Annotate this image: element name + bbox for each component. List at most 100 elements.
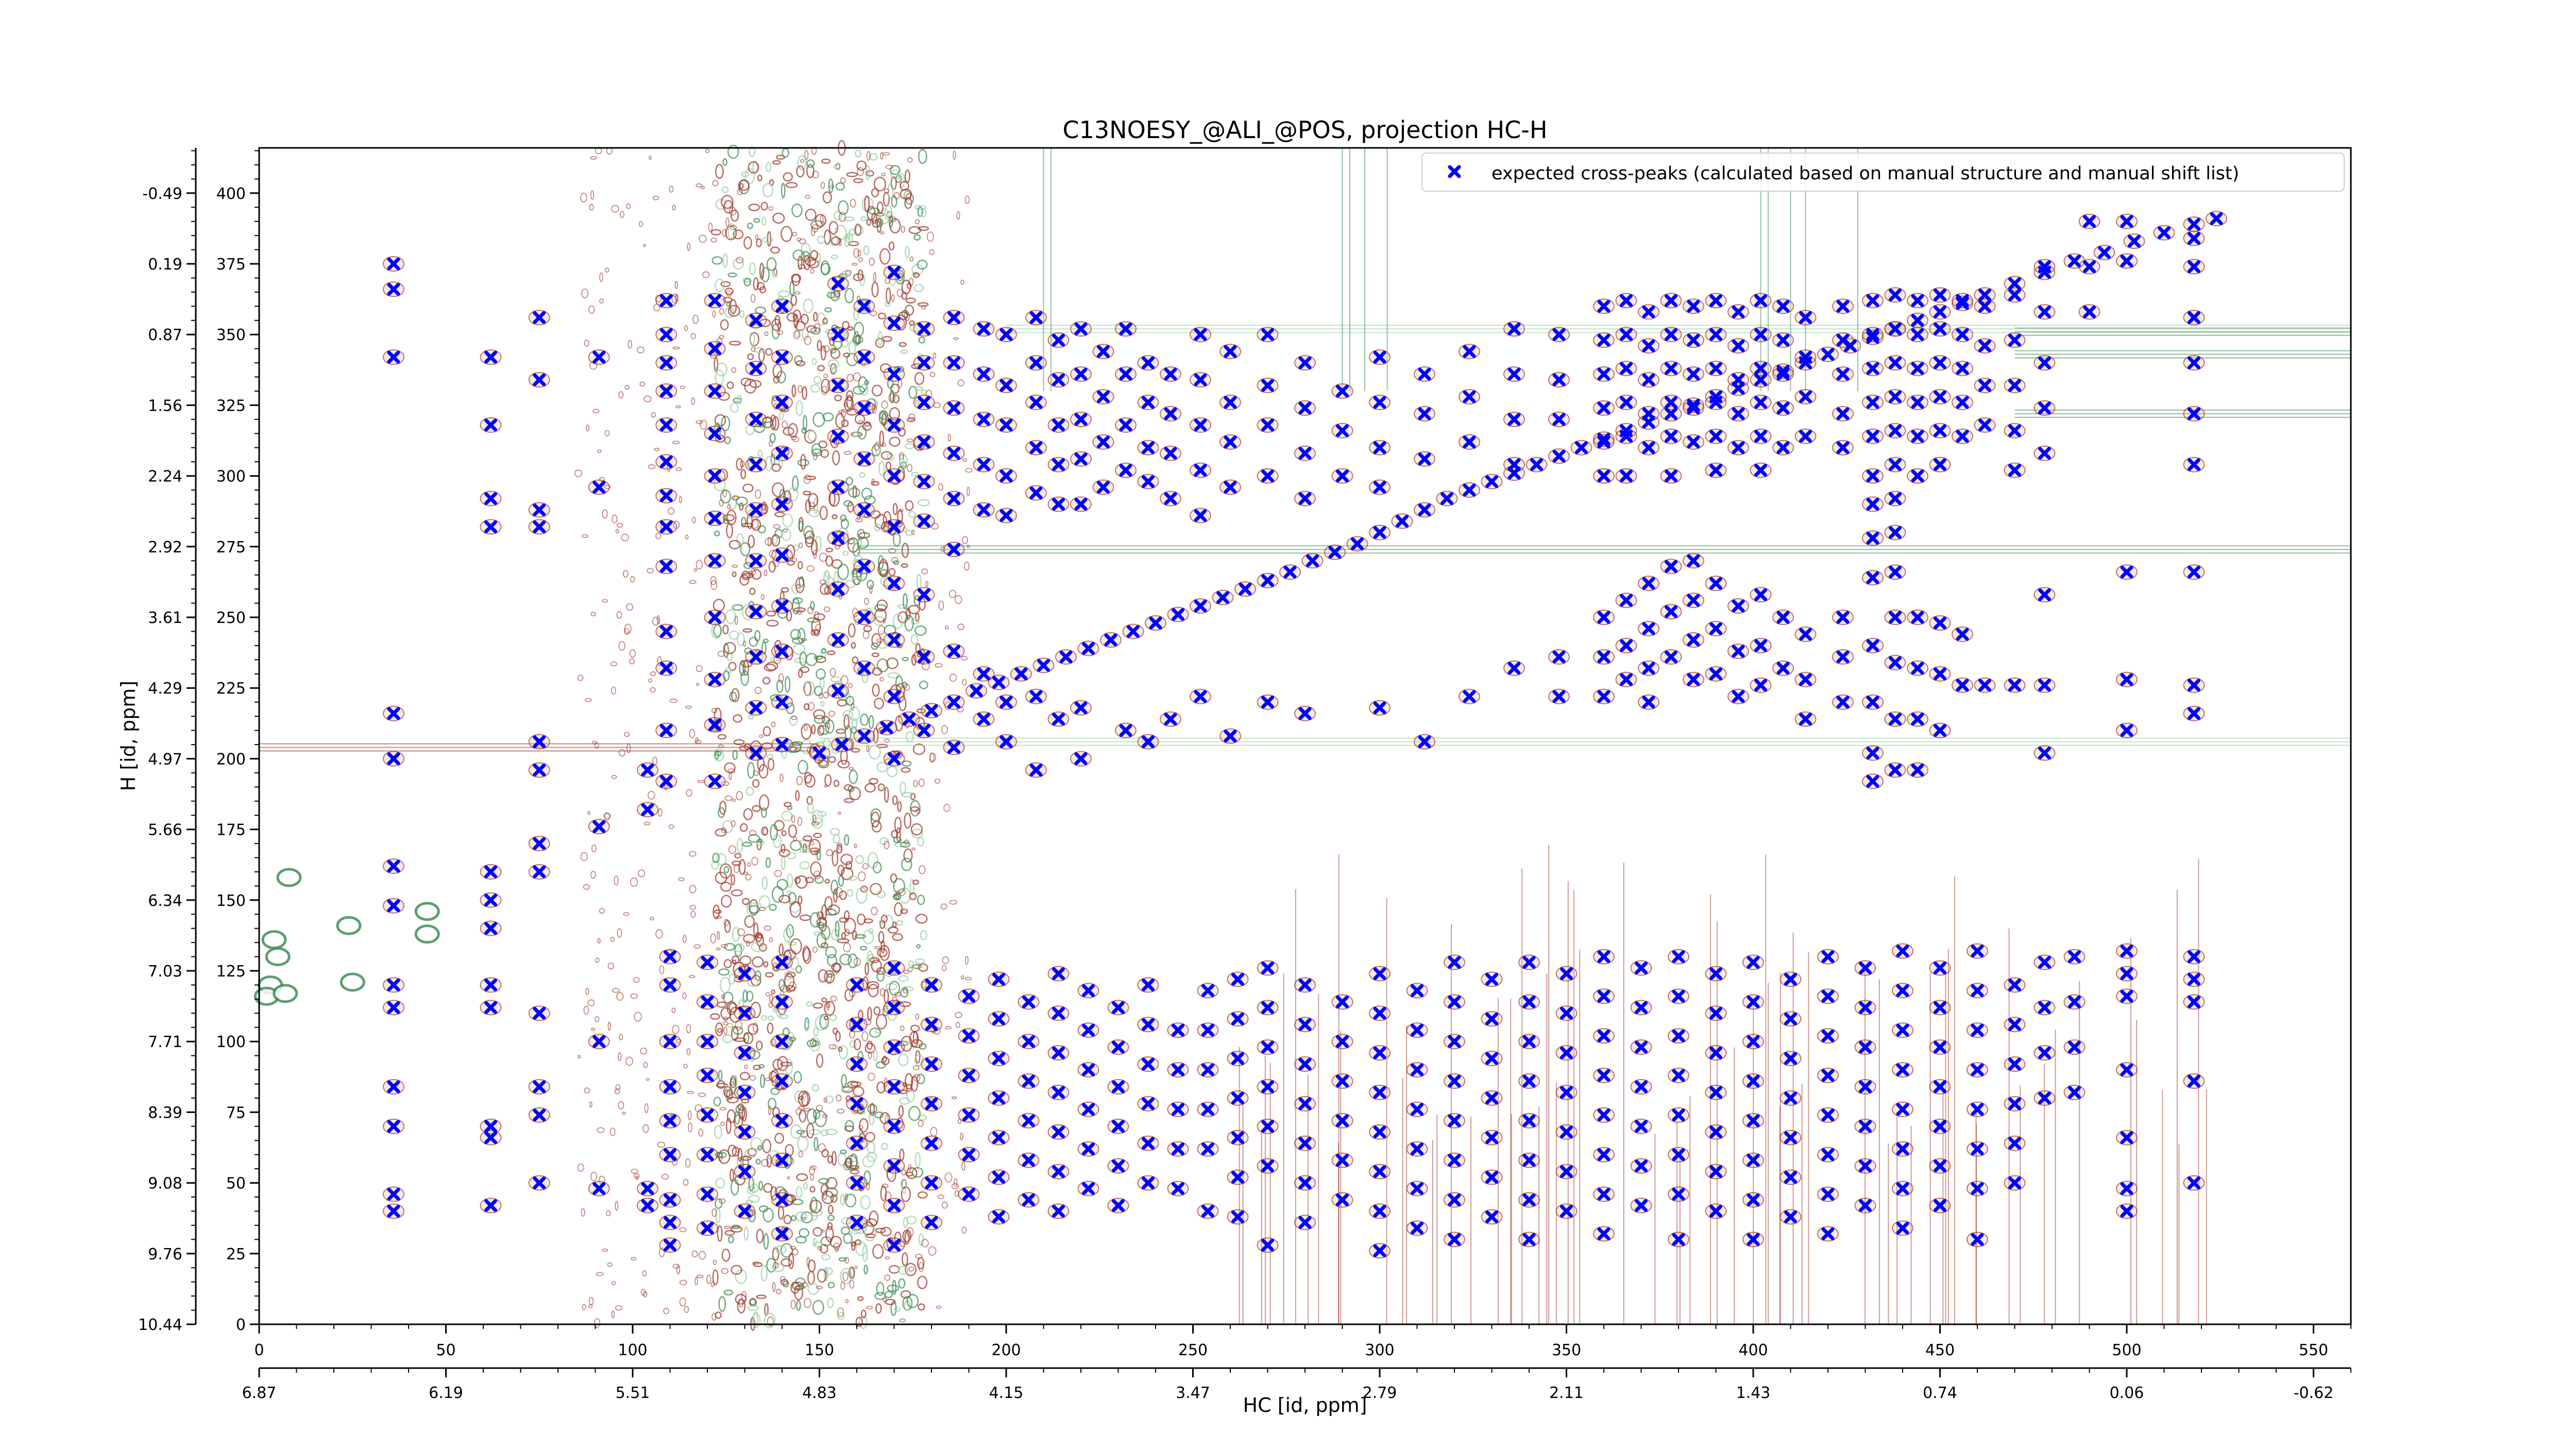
- contour: [900, 1025, 905, 1031]
- cross-peak-point: [387, 350, 400, 364]
- contour: [778, 979, 785, 991]
- contour: [918, 148, 927, 164]
- contour: [770, 824, 778, 841]
- cross-peak-point: [977, 322, 990, 335]
- cross-peak-point: [2210, 212, 2223, 225]
- contour: [728, 1002, 738, 1013]
- contour: [880, 915, 888, 923]
- contour: [719, 308, 724, 315]
- contour: [766, 661, 778, 671]
- cross-peak-marker: [1956, 362, 1969, 375]
- contour: [715, 751, 722, 756]
- contour: [788, 423, 798, 438]
- contour: [853, 578, 859, 585]
- contour: [671, 1156, 678, 1166]
- cross-peak-point: [1956, 362, 1969, 375]
- contour: [792, 643, 806, 655]
- contour: [849, 1040, 857, 1048]
- contour: [963, 562, 970, 571]
- cross-peak-point: [708, 427, 721, 440]
- cross-peak-marker: [1119, 724, 1132, 737]
- contour: [668, 824, 674, 829]
- cross-peak-marker: [1911, 611, 1924, 624]
- cross-peak-marker: [1799, 390, 1812, 403]
- cross-peak-point: [749, 701, 762, 715]
- contour: [898, 1105, 904, 1118]
- contour: [961, 1226, 967, 1234]
- cross-peak-marker: [484, 894, 497, 907]
- contour: [853, 1086, 865, 1097]
- contour: [871, 188, 879, 197]
- cross-peak-point: [832, 379, 845, 392]
- cross-peak-marker: [1866, 531, 1879, 545]
- cross-peak-point: [749, 746, 762, 760]
- contour: [808, 502, 816, 510]
- contour: [941, 724, 948, 734]
- contour: [957, 624, 964, 631]
- cross-peak-point: [708, 673, 721, 686]
- cross-peak-marker: [1732, 373, 1745, 386]
- cross-peak-marker: [2188, 565, 2200, 579]
- cross-peak-marker: [1911, 662, 1924, 675]
- contour: [778, 290, 790, 298]
- contour: [864, 195, 870, 212]
- cross-peak-point: [2083, 215, 2096, 228]
- cross-peak-point: [1911, 763, 1924, 777]
- cross-peak-marker: [2008, 679, 2021, 692]
- contour: [599, 272, 603, 282]
- contour: [631, 1257, 637, 1260]
- cross-peak-point: [1261, 418, 1274, 432]
- contour: [961, 1161, 965, 1171]
- contour: [901, 563, 908, 568]
- cross-peak-point: [1239, 582, 1252, 596]
- contour: [631, 1168, 638, 1174]
- contour: [917, 1191, 928, 1199]
- contour: [894, 816, 902, 834]
- cross-peak-point: [1799, 350, 1812, 364]
- contour: [642, 1270, 647, 1277]
- contour: [689, 884, 697, 894]
- cross-peak-point: [708, 384, 721, 398]
- cross-peak-point: [1194, 373, 1207, 386]
- contour: [914, 400, 920, 405]
- contour: [841, 419, 849, 427]
- contour: [819, 724, 829, 735]
- cross-peak-marker: [1956, 396, 1969, 409]
- contour: [884, 1274, 891, 1281]
- contour: [962, 679, 967, 686]
- contour: [887, 182, 894, 199]
- contour: [890, 1301, 897, 1316]
- contour: [813, 709, 826, 719]
- cross-peak-marker: [1029, 486, 1043, 500]
- contour: [799, 651, 807, 666]
- contour: [772, 160, 781, 165]
- cross-peak-point: [1097, 390, 1110, 403]
- contour: [842, 551, 849, 556]
- cross-peak-point: [970, 684, 983, 698]
- contour: [652, 195, 659, 200]
- cross-peak-point: [1029, 396, 1043, 409]
- cross-peak-point: [2083, 305, 2096, 318]
- contour: [728, 973, 736, 985]
- contour: [723, 1016, 728, 1021]
- contour: [853, 178, 863, 183]
- cross-peak-point: [947, 645, 960, 658]
- cross-peak-marker: [1074, 452, 1088, 466]
- cross-peak-point: [1754, 328, 1767, 341]
- contour: [862, 1245, 868, 1262]
- contour: [843, 352, 851, 358]
- cross-peak-point: [1620, 430, 1633, 443]
- contour: [901, 857, 912, 871]
- cross-peak-point: [775, 447, 789, 460]
- contour: [597, 1127, 605, 1133]
- cross-peak-point: [999, 696, 1013, 709]
- y-ppm-tick-label: 5.66: [148, 821, 182, 839]
- contour: [798, 385, 803, 393]
- contour: [944, 1172, 953, 1183]
- cross-peak-marker: [1732, 305, 1745, 318]
- contour: [633, 976, 640, 983]
- contour: [816, 668, 826, 680]
- cross-peak-point: [387, 707, 400, 720]
- contour: [731, 889, 743, 897]
- cross-peak-point: [484, 1120, 497, 1133]
